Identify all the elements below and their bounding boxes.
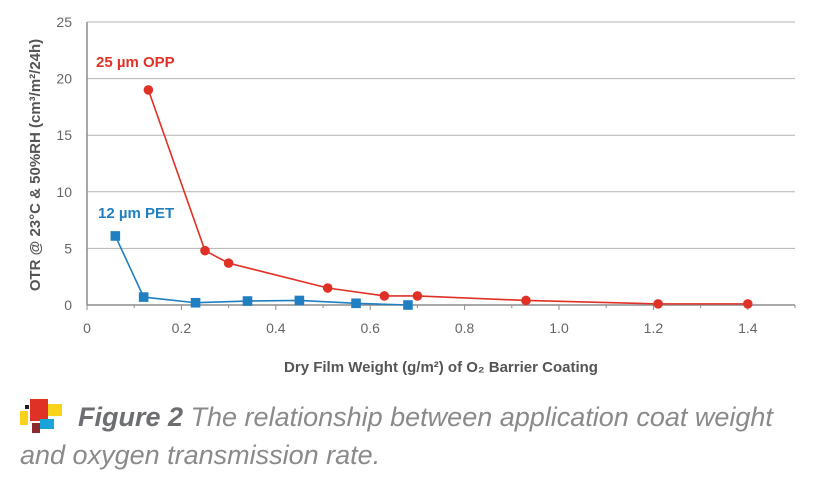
data-point <box>653 299 663 309</box>
series-label-pet: 12 µm PET <box>98 205 174 222</box>
figure-logo-icon <box>20 399 70 439</box>
x-tick-label: 1.2 <box>644 320 664 336</box>
x-tick-label: 1.4 <box>738 320 758 336</box>
data-point <box>242 296 253 306</box>
data-point <box>138 292 149 302</box>
x-tick-labels: 0 0.2 0.4 0.6 0.8 1.0 1.2 1.4 <box>83 320 758 336</box>
data-point <box>351 298 361 309</box>
data-point <box>322 283 333 293</box>
data-point <box>294 295 305 306</box>
series-label-opp: 25 µm OPP <box>96 54 175 71</box>
figure-caption-label: Figure 2 <box>78 402 184 432</box>
y-tick-labels: 0 5 10 15 20 25 <box>56 14 72 313</box>
x-tick-label: 0.2 <box>172 320 192 336</box>
x-axis-title: Dry Film Weight (g/m²) of O₂ Barrier Coa… <box>284 359 598 376</box>
data-point <box>403 300 413 310</box>
y-tick-label: 20 <box>56 71 72 87</box>
series-layer <box>110 85 753 310</box>
y-tick-label: 0 <box>64 297 72 313</box>
data-point <box>223 258 234 268</box>
x-tick-label: 1.0 <box>549 320 569 336</box>
y-tick-label: 10 <box>56 184 72 200</box>
otr-line-chart: 0 5 10 15 20 25 0 0.2 0.4 0.6 0.8 1.0 1.2 1.4 OTR @ … <box>27 14 796 376</box>
data-point <box>743 299 753 309</box>
data-point <box>379 291 390 301</box>
series-line-opp <box>147 89 748 305</box>
x-tick-label: 0.6 <box>360 320 380 336</box>
series-line-pet <box>114 235 408 306</box>
x-tick-label: 0 <box>83 320 91 336</box>
axes <box>86 22 796 310</box>
y-axis-title: OTR @ 23°C & 50%RH (cm³/m²/24h) <box>27 39 44 291</box>
x-tick-label: 0.4 <box>266 320 286 336</box>
data-point <box>190 297 201 308</box>
data-point <box>200 245 210 256</box>
data-point <box>143 85 154 95</box>
gridlines <box>87 21 795 249</box>
figure-caption-text: The relationship between application coa… <box>20 402 773 470</box>
data-point <box>521 295 531 306</box>
x-tick-label: 0.8 <box>455 320 475 336</box>
data-point <box>110 231 121 241</box>
figure-caption: Figure 2 The relationship between applic… <box>20 398 810 474</box>
data-point <box>412 291 423 301</box>
y-tick-label: 25 <box>56 14 72 30</box>
y-tick-label: 5 <box>64 240 72 256</box>
y-tick-label: 15 <box>56 127 72 143</box>
